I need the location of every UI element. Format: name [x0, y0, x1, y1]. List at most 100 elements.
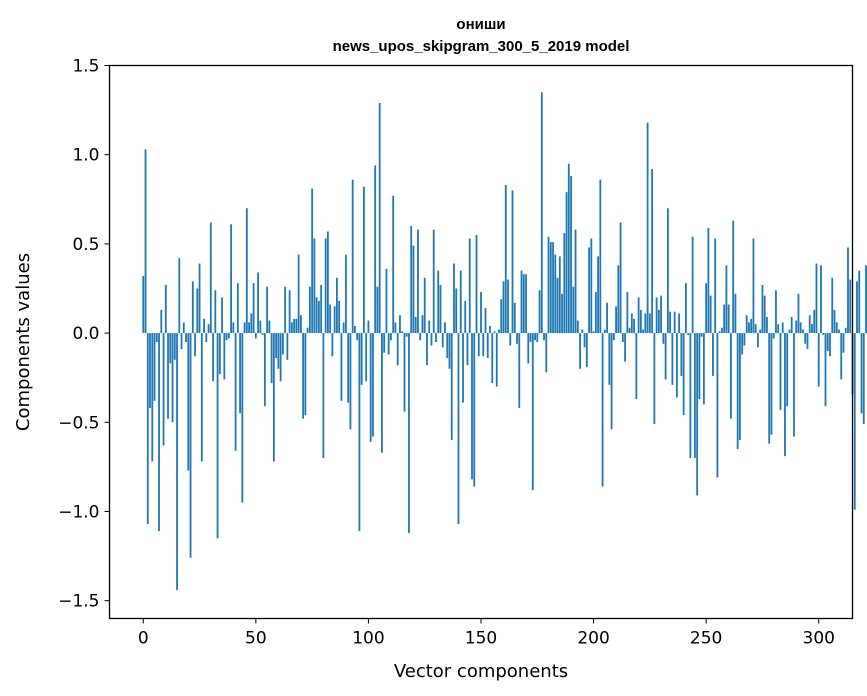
bar	[439, 284, 442, 334]
bar	[471, 333, 473, 480]
bar	[516, 333, 518, 344]
bar	[270, 333, 273, 384]
bar	[687, 333, 690, 335]
bar	[723, 304, 726, 334]
bar	[151, 333, 154, 462]
bar	[808, 315, 811, 334]
bar	[189, 333, 192, 558]
bar	[511, 190, 514, 334]
bar	[196, 288, 199, 334]
bar	[565, 192, 568, 334]
bar	[716, 333, 719, 478]
bar	[392, 195, 395, 334]
bar	[662, 333, 665, 344]
bar	[295, 318, 298, 334]
bar	[811, 324, 813, 334]
bar	[435, 333, 437, 342]
x-tick-label: 250	[690, 629, 722, 649]
bar	[408, 333, 410, 533]
bar	[646, 122, 649, 334]
bar	[849, 279, 852, 334]
bar	[592, 331, 595, 334]
bar	[457, 333, 460, 524]
bar	[421, 315, 424, 334]
bar	[786, 333, 789, 407]
bar	[689, 333, 692, 458]
bar	[707, 227, 710, 334]
bar	[518, 333, 521, 408]
bar	[529, 333, 532, 342]
bar	[142, 276, 145, 334]
bar	[171, 333, 174, 423]
bar	[504, 185, 507, 334]
bar	[536, 333, 539, 342]
bar	[320, 284, 323, 334]
bar	[757, 333, 759, 348]
bar	[500, 299, 503, 334]
bar	[642, 329, 645, 334]
bar	[441, 333, 444, 348]
bar	[507, 279, 509, 334]
bar	[358, 333, 361, 532]
bar	[336, 277, 338, 334]
bar	[338, 300, 341, 334]
bar	[664, 333, 667, 380]
bar	[502, 281, 505, 334]
bar	[741, 333, 744, 355]
chart-title-line-2: news_upos_skipgram_300_5_2019 model	[333, 38, 630, 55]
bar	[419, 333, 422, 341]
bar	[290, 322, 293, 334]
bar	[374, 165, 377, 334]
bar	[730, 333, 732, 419]
bar	[263, 333, 266, 407]
bar	[185, 333, 187, 342]
bar	[333, 306, 336, 334]
bar	[491, 333, 494, 384]
bar	[712, 333, 714, 376]
bar	[748, 322, 750, 334]
bar	[826, 333, 829, 351]
bar	[450, 333, 453, 441]
bar	[284, 286, 287, 334]
bar	[628, 327, 631, 334]
bar	[840, 333, 843, 380]
bar	[212, 333, 214, 382]
bar	[203, 318, 205, 334]
y-tick-label: −0.5	[58, 413, 99, 433]
bar	[813, 309, 816, 334]
bar	[313, 238, 316, 334]
bar	[266, 286, 269, 334]
bar	[223, 333, 226, 380]
bar	[601, 333, 604, 487]
bar	[426, 333, 428, 366]
bar	[583, 333, 586, 348]
bar	[736, 333, 739, 450]
bar	[693, 333, 696, 458]
bar	[209, 222, 212, 334]
bar	[644, 313, 647, 334]
chart-title-line-1: ониши	[456, 16, 505, 33]
bar	[363, 186, 365, 334]
bar	[709, 295, 712, 334]
bar	[766, 317, 768, 334]
bar	[232, 322, 235, 334]
bar	[513, 302, 516, 334]
bar	[187, 333, 190, 471]
x-tick-label: 50	[245, 629, 267, 649]
bar	[570, 176, 572, 334]
bar	[372, 333, 374, 437]
bar	[340, 333, 343, 401]
bar	[268, 320, 271, 334]
bar	[509, 333, 512, 346]
bar	[725, 265, 728, 334]
x-tick-label: 100	[352, 629, 384, 649]
bar	[387, 333, 390, 355]
bar	[705, 283, 708, 334]
bar	[302, 333, 305, 419]
bar	[829, 333, 831, 357]
bar	[588, 247, 590, 334]
bar	[484, 308, 487, 334]
bar	[160, 309, 163, 334]
bar	[164, 284, 167, 334]
